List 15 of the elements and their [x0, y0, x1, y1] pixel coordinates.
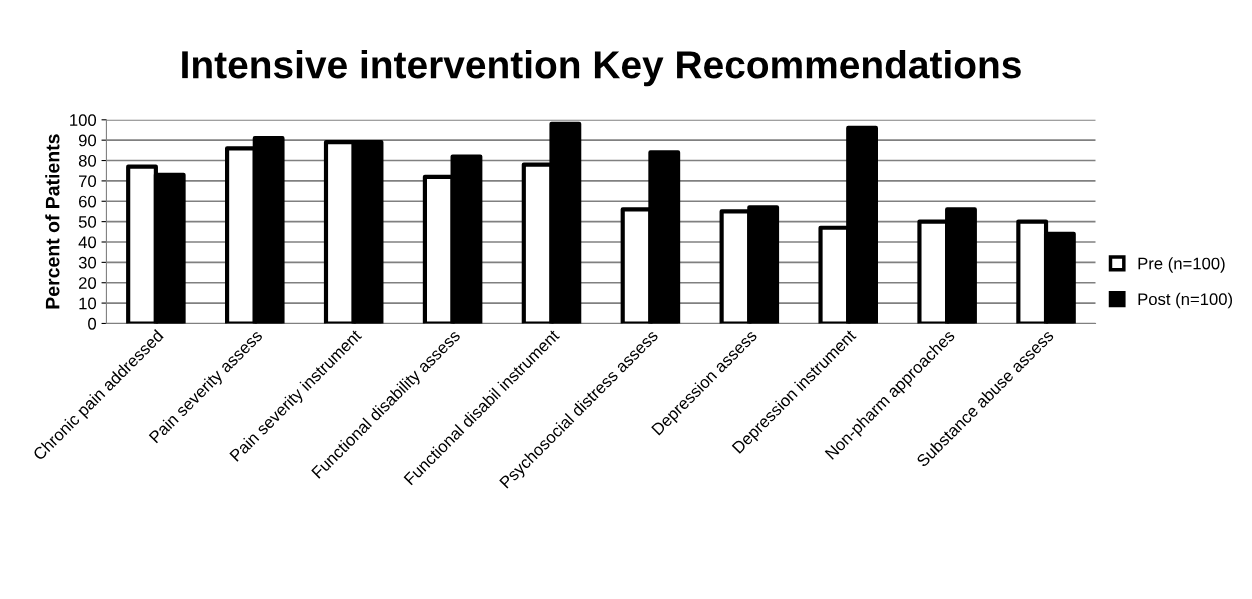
chart-title: Intensive intervention Key Recommendations	[182, 49, 1021, 87]
y-tick-label: 30	[78, 256, 97, 269]
legend-label: Post (n=100)	[1138, 292, 1233, 309]
y-tick-label: 20	[79, 277, 97, 289]
y-tick-label: 100	[70, 114, 97, 126]
y-tick-label: 10	[79, 297, 97, 310]
y-tick-label: 90	[78, 134, 97, 147]
y-tick-label: 80	[78, 154, 97, 167]
y-tick-label: 60	[79, 195, 97, 208]
legend-label: Pre (n=100)	[1138, 257, 1225, 273]
y-tick-label: 70	[79, 175, 97, 188]
y-tick-label: 40	[78, 236, 97, 249]
y-tick-label: 50	[78, 216, 97, 228]
y-axis-title: Percent of Patients	[45, 134, 60, 309]
y-tick-label: 0	[88, 317, 97, 330]
